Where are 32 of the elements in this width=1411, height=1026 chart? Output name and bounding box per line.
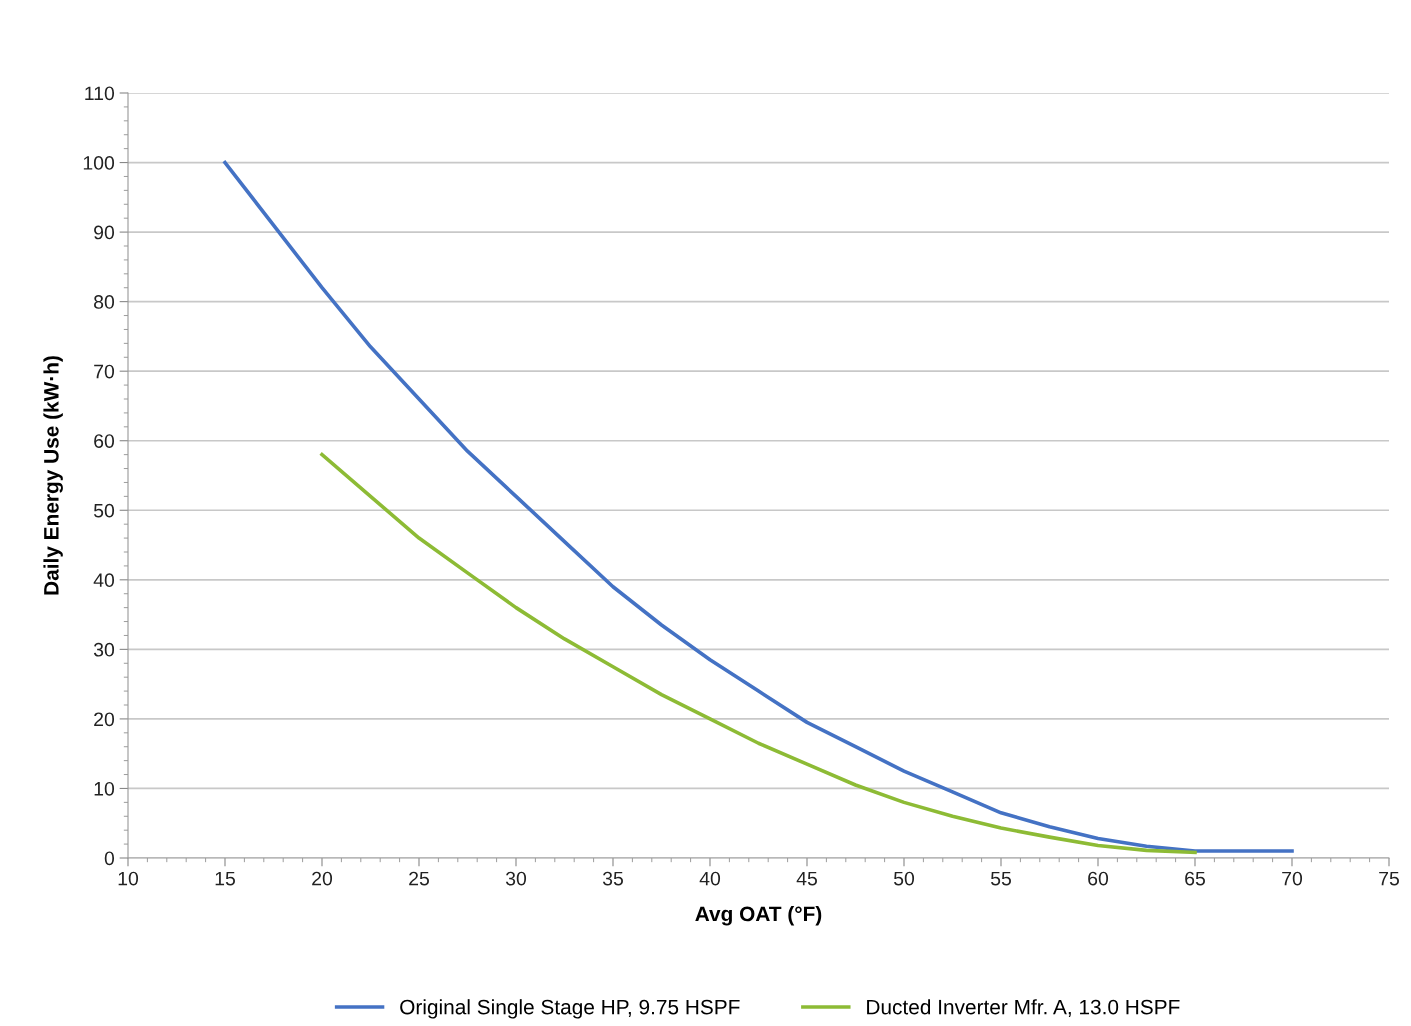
y-axis-title: Daily Energy Use (kW·h)	[43, 356, 63, 595]
x-tick-label: 35	[602, 871, 623, 886]
x-tick-label: 65	[1185, 871, 1205, 886]
x-tick-label: 15	[215, 871, 235, 886]
y-tick-label: 10	[94, 781, 115, 796]
y-tick-label: 90	[94, 225, 115, 240]
line-series	[223, 160, 1294, 853]
x-tick-label: 60	[1088, 871, 1109, 886]
x-tick-label: 25	[409, 871, 429, 886]
y-tick-label: 20	[94, 712, 115, 727]
x-tick-label: 75	[1379, 871, 1399, 886]
x-tick-label: 55	[990, 871, 1011, 886]
y-tick-label: 100	[83, 156, 115, 170]
y-tick-label: 30	[93, 642, 115, 657]
x-axis-title: Avg OAT (°F)	[695, 905, 822, 926]
x-tick-label: 40	[699, 871, 721, 886]
y-tick-label: 50	[93, 503, 115, 518]
y-tick-label: 70	[94, 364, 115, 379]
line-series	[320, 452, 1197, 855]
x-tick-label: 30	[505, 871, 527, 886]
x-tick-label: 70	[1282, 871, 1303, 886]
y-tick-label: 80	[94, 295, 115, 309]
y-tick-label: 0	[104, 851, 115, 866]
y-tick-label: 40	[93, 573, 115, 588]
x-tick-label: 10	[118, 871, 139, 886]
legend-label: Ducted Inverter Mfr. A, 13.0 HSPF	[867, 999, 1180, 1017]
x-tick-label: 20	[312, 871, 333, 886]
y-tick-label: 110	[85, 86, 115, 101]
legend-label: Original Single Stage HP, 9.75 HSPF	[400, 999, 740, 1019]
x-tick-label: 45	[796, 871, 817, 886]
y-tick-label: 60	[94, 434, 115, 448]
x-tick-label: 50	[893, 871, 915, 886]
